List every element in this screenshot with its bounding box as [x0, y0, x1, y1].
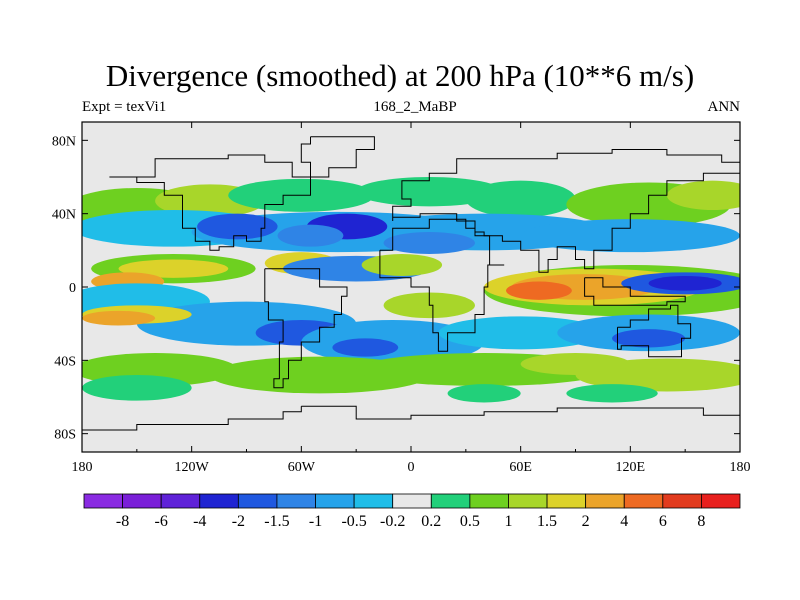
field-region-46: [566, 384, 658, 403]
y-axis: 80N 40N 0 40S 80S: [52, 134, 740, 443]
coastline-outlines: [82, 136, 740, 431]
colorbar-swatch-1: [83, 493, 123, 509]
colorbar: -8 -6 -4 -2 -1.5 -1 -0.5 -0.2 0.2 0.5 1 1.5 2 4 6 8: [83, 493, 741, 530]
field-region-35: [612, 329, 686, 348]
colorbar-label: -0.2: [380, 513, 405, 530]
field-region-4: [356, 177, 503, 207]
colorbar-swatch-14: [585, 493, 625, 509]
colorbar-swatch-10: [430, 493, 471, 509]
field-region-14: [277, 224, 344, 247]
coastline-3: [264, 268, 348, 389]
field-region-21: [361, 254, 443, 276]
colorbar-swatch-9: [392, 493, 432, 509]
colorbar-swatch-11: [469, 493, 509, 509]
coastline-2: [300, 136, 375, 178]
colorbar-label: -8: [116, 513, 129, 530]
colorbar-swatch-3: [160, 493, 201, 509]
colorbar-label: 6: [659, 513, 667, 530]
x-tick-label: 0: [408, 460, 415, 475]
colorbar-label: 8: [697, 513, 705, 530]
case-label: 168_2_MaBP: [373, 99, 457, 115]
coastline-8: [82, 406, 302, 431]
colorbar-swatch-7: [315, 493, 355, 509]
y-tick-label: 40N: [52, 208, 76, 223]
y-tick-label: 40S: [54, 354, 76, 369]
coastline-6: [617, 304, 692, 358]
colorbar-label: -1: [309, 513, 322, 530]
x-tick-label: 60W: [288, 460, 316, 475]
field-region-32: [332, 338, 399, 357]
colorbar-label: -1.5: [264, 513, 289, 530]
colorbar-label: -4: [193, 513, 206, 530]
x-tick-label: 60E: [509, 460, 532, 475]
field-region-27: [648, 276, 722, 291]
y-tick-label: 80S: [54, 428, 76, 443]
y-tick-label: 0: [69, 281, 76, 296]
coastline-9: [584, 277, 686, 306]
x-tick-label: 120W: [175, 460, 210, 475]
field-region-43: [520, 353, 631, 375]
colorbar-label: -0.5: [341, 513, 366, 530]
colorbar-label: 2: [582, 513, 590, 530]
field-region-25: [506, 281, 572, 300]
x-tick-label: 180: [72, 460, 93, 475]
experiment-label: Expt = texVi1: [82, 99, 167, 115]
colorbar-swatch-12: [508, 493, 548, 509]
divergence-field: [82, 177, 740, 403]
colorbar-label: -2: [232, 513, 245, 530]
coastline-1: [109, 154, 311, 251]
colorbar-swatch-5: [237, 493, 278, 509]
coastline-5: [379, 218, 505, 352]
colorbar-label: 0.2: [421, 513, 441, 530]
field-region-7: [666, 180, 740, 210]
colorbar-label: 0.5: [460, 513, 480, 530]
plot-area: [81, 121, 741, 453]
colorbar-swatch-6: [276, 493, 316, 509]
coastline-4: [392, 149, 740, 273]
colorbar-label: 1.5: [537, 513, 557, 530]
coastline-7: [301, 405, 740, 430]
x-axis: 180 120W 60W 0 60E 120E 180: [72, 122, 751, 475]
x-tick-label: 180: [730, 460, 751, 475]
season-label: ANN: [707, 99, 741, 115]
field-region-37: [82, 310, 156, 326]
field-region-15: [383, 232, 475, 254]
field-region-12: [197, 213, 278, 240]
chart-title: Divergence (smoothed) at 200 hPa (10**6 …: [105, 58, 695, 93]
colorbar-swatch-2: [122, 493, 162, 509]
y-tick-label: 80N: [52, 134, 76, 149]
colorbar-swatch-8: [353, 493, 394, 509]
colorbar-swatch-16: [662, 493, 702, 509]
field-region-5: [465, 180, 576, 218]
colorbar-label: 4: [620, 513, 628, 530]
field-region-33: [438, 316, 603, 350]
colorbar-swatch-4: [199, 493, 239, 509]
field-region-17: [118, 259, 229, 278]
colorbar-swatch-13: [546, 493, 587, 509]
field-region-11: [520, 219, 740, 253]
colorbar-label: -6: [155, 513, 168, 530]
colorbar-swatch-17: [701, 493, 741, 509]
x-tick-label: 120E: [616, 460, 646, 475]
colorbar-swatch-15: [623, 493, 664, 509]
field-region-45: [447, 384, 521, 403]
field-region-44: [82, 375, 192, 401]
colorbar-label: 1: [504, 513, 512, 530]
